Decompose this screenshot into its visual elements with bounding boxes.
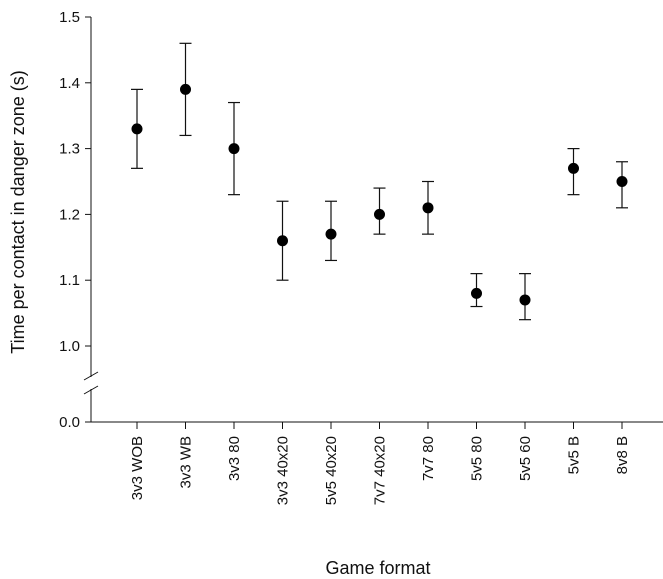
data-point	[325, 228, 337, 240]
data-point	[616, 176, 628, 187]
axes: 0.0 1.0 1.1 1.2 1.3 1.4 1.5 3v3 WOB 3v3 WB 3v3 80…	[59, 9, 663, 505]
x-tick-label: 5v5 40x20	[323, 436, 340, 505]
x-axis-title: Game format	[325, 558, 430, 578]
y-tick-label: 1.0	[59, 338, 80, 355]
x-tick-label: 3v3 WOB	[129, 436, 146, 500]
x-tick-label: 8v8 B	[614, 436, 631, 474]
data-point	[131, 123, 143, 135]
y-tick-label: 1.3	[59, 141, 80, 158]
x-tick-label: 5v5 80	[469, 436, 486, 481]
y-tick-label: 0.0	[59, 414, 80, 431]
data-marks	[131, 42, 628, 321]
x-tick-label: 3v3 40x20	[275, 436, 292, 505]
axis-break-mark	[83, 385, 99, 395]
y-tick-label: 1.2	[59, 206, 80, 223]
x-tick-label: 7v7 80	[420, 436, 437, 481]
data-point	[568, 162, 579, 174]
y-tick-label: 1.5	[59, 9, 80, 26]
x-tick-label: 5v5 60	[517, 436, 534, 481]
x-tick-label: 5v5 B	[566, 436, 583, 474]
data-point	[228, 143, 240, 155]
data-point	[519, 294, 531, 306]
y-axis-title: Time per contact in danger zone (s)	[8, 70, 28, 353]
data-point	[471, 287, 482, 299]
y-tick-label: 1.4	[59, 75, 80, 92]
data-point	[180, 83, 191, 95]
y-tick-label: 1.1	[59, 272, 80, 289]
data-point	[422, 202, 434, 214]
data-point	[277, 235, 288, 247]
data-point	[374, 208, 385, 220]
x-tick-label: 7v7 40x20	[372, 436, 389, 505]
x-tick-label: 3v3 WB	[178, 436, 195, 489]
axis-break-mark	[83, 371, 99, 381]
x-tick-label: 3v3 80	[226, 436, 243, 481]
